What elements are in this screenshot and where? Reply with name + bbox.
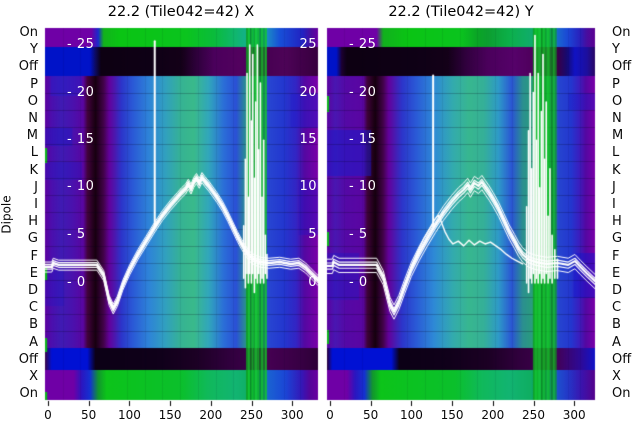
dipole-row-label: B <box>29 317 38 333</box>
value-tick-label: - 25 <box>349 37 377 52</box>
dipole-row-label: J <box>612 179 616 195</box>
value-tick-label: - 15 <box>67 132 95 147</box>
dipole-row-label: On <box>612 25 631 40</box>
x-tick-label: 200 <box>481 408 505 422</box>
value-tick-label: - 0 <box>67 275 86 290</box>
dipole-row-label: I <box>612 197 616 212</box>
value-tick-label: 25 <box>299 37 317 52</box>
x-tick-label: 200 <box>199 408 223 422</box>
dipole-row-label: E <box>612 265 621 281</box>
dipole-row-label: D <box>612 283 623 298</box>
dipole-row-label: K <box>612 162 621 178</box>
dipole-row-label: On <box>612 386 631 402</box>
value-tick-label: - 5 <box>67 227 86 242</box>
dipole-row-label: P <box>612 76 620 92</box>
dipole-row-label: L <box>612 145 620 161</box>
dipole-row-label: Off <box>18 59 38 75</box>
dipole-row-label: K <box>29 162 38 178</box>
value-tick-label: 20 <box>299 85 317 100</box>
dipole-row-label: M <box>26 128 38 144</box>
dipole-row-label: G <box>27 231 38 247</box>
x-tick-label: 0 <box>44 408 52 422</box>
x-tick-label: 300 <box>280 408 304 422</box>
value-tick-label: 0 <box>308 275 317 290</box>
dipole-row-label: H <box>612 214 622 230</box>
dipole-row-label: X <box>612 369 621 384</box>
value-tick-label: - 20 <box>349 85 377 100</box>
panel-x-title: 22.2 (Tile042=42) X <box>107 4 255 20</box>
dipole-row-label: Off <box>612 351 632 367</box>
value-tick-label: - 10 <box>67 179 95 194</box>
dipole-row-label: J <box>34 179 38 195</box>
dipole-row-label: B <box>612 317 621 333</box>
x-tick-label: 100 <box>117 408 141 422</box>
dipole-row-label: D <box>27 283 38 298</box>
dipole-row-label: F <box>30 248 38 264</box>
x-tick-label: 250 <box>522 408 545 422</box>
dipole-row-label: P <box>30 76 38 92</box>
dipole-row-label: A <box>29 334 38 350</box>
value-tick-label: - 0 <box>349 275 368 290</box>
x-tick-label: 300 <box>562 408 586 422</box>
value-tick-label: 10 <box>299 179 317 194</box>
dipole-row-label: Y <box>612 42 620 58</box>
dipole-row-label: E <box>29 265 38 281</box>
x-tick-label: 150 <box>158 408 182 422</box>
value-tick-label: 15 <box>299 132 317 147</box>
dipole-row-label: On <box>19 386 38 402</box>
dipole-row-label: Off <box>18 351 38 367</box>
dipole-row-label: C <box>612 300 622 316</box>
dipole-row-label: M <box>612 128 624 144</box>
dipole-row-label: F <box>612 248 620 264</box>
dipole-row-label: O <box>612 93 623 109</box>
value-tick-label: - 20 <box>67 85 95 100</box>
dipole-row-label: A <box>612 334 621 350</box>
value-tick-label: - 25 <box>67 37 95 52</box>
dipole-row-label: I <box>34 197 38 212</box>
dipole-row-label: L <box>30 145 38 161</box>
value-tick-label: - 15 <box>349 132 377 147</box>
x-tick-label: 0 <box>326 408 334 422</box>
value-tick-label: 5 <box>308 227 317 242</box>
dipole-row-label: X <box>29 369 38 384</box>
dipole-row-label: N <box>28 111 38 126</box>
dipole-row-label: H <box>28 214 38 230</box>
value-tick-label: - 5 <box>349 227 368 242</box>
dipole-row-label: Off <box>612 59 632 75</box>
dipole-row-label: G <box>612 231 623 247</box>
x-tick-label: 100 <box>399 408 423 422</box>
dipole-row-label: N <box>612 111 622 126</box>
value-tick-label: - 10 <box>349 179 377 194</box>
dipole-row-label: O <box>27 93 38 109</box>
x-tick-label: 250 <box>240 408 263 422</box>
panel-y-title: 22.2 (Tile042=42) Y <box>388 4 534 20</box>
dipole-row-label: Y <box>30 42 38 58</box>
x-tick-label: 50 <box>363 408 379 422</box>
dipole-row-label: C <box>28 300 38 316</box>
x-tick-label: 150 <box>440 408 464 422</box>
dipole-row-label: On <box>19 25 38 40</box>
x-tick-label: 50 <box>81 408 97 422</box>
